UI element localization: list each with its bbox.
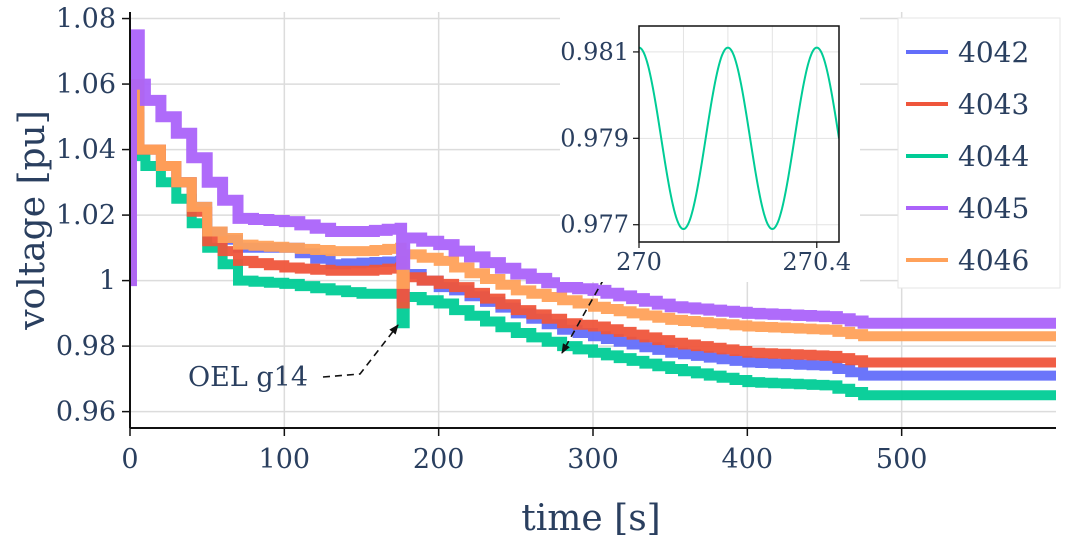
x-tick-label: 100 — [259, 444, 311, 475]
legend-item-4044: 4044 — [906, 140, 1029, 173]
annotation-oel-g14-arrow — [322, 324, 399, 378]
x-tick-label: 500 — [876, 444, 928, 475]
x-tick-label: 300 — [567, 444, 619, 475]
inset-pointer-arrow — [561, 267, 611, 354]
y-tick-label: 0.98 — [56, 331, 116, 362]
legend-label-4046: 4046 — [958, 244, 1029, 277]
legend-item-4045: 4045 — [906, 192, 1029, 225]
inset-y-tick-label: 0.979 — [560, 124, 629, 152]
series-4044-line — [130, 111, 1056, 401]
inset-x-tick-label: 270 — [616, 248, 662, 276]
inset-series-4044-line — [639, 46, 839, 231]
y-axis-title: voltage [pu] — [12, 110, 53, 331]
inset-frame — [638, 25, 840, 243]
y-tick-label: 1.06 — [56, 69, 116, 100]
series-4043-line — [130, 79, 1056, 368]
x-tick-label: 200 — [413, 444, 465, 475]
y-tick-label: 1.08 — [56, 4, 116, 35]
x-tick-label: 0 — [121, 444, 138, 475]
legend-label-4045: 4045 — [958, 192, 1029, 225]
legend-label-4043: 4043 — [958, 88, 1029, 121]
legend-box — [897, 17, 1061, 289]
legend-item-4043: 4043 — [906, 88, 1029, 121]
x-tick-label: 400 — [722, 444, 774, 475]
y-tick-label: 1.02 — [56, 200, 116, 231]
inset-chart: 0.977 0.979 0.981 270 270.4 — [560, 12, 860, 282]
annotation-oel-g14-label: OEL g14 — [188, 362, 308, 393]
inset-axes: 0.977 0.979 0.981 270 270.4 — [560, 25, 851, 276]
inset-y-tick-label: 0.981 — [560, 38, 629, 66]
main-axes: 0 100 200 300 400 5000.960.9811.021.041.061.0… — [12, 4, 1056, 539]
series-4045-line — [130, 29, 1056, 329]
series-4046-line — [130, 79, 1056, 342]
inset-x-tick-label: 270.4 — [782, 248, 851, 276]
annotation-oel-g14: OEL g14 — [188, 324, 399, 393]
legend-item-4042: 4042 — [906, 36, 1029, 69]
series-layer — [130, 29, 1056, 401]
legend-label-4044: 4044 — [958, 140, 1029, 173]
inset-y-tick-label: 0.977 — [560, 211, 629, 239]
y-tick-label: 0.96 — [56, 397, 116, 428]
legend-item-4046: 4046 — [906, 244, 1029, 277]
legend: 4042 4043 4044 4045 4046 — [897, 17, 1061, 289]
y-tick-label: 1 — [99, 266, 116, 297]
inset-series-layer — [639, 46, 839, 231]
legend-label-4042: 4042 — [958, 36, 1029, 69]
x-axis-title: time [s] — [521, 498, 660, 539]
y-tick-label: 1.04 — [56, 135, 116, 166]
